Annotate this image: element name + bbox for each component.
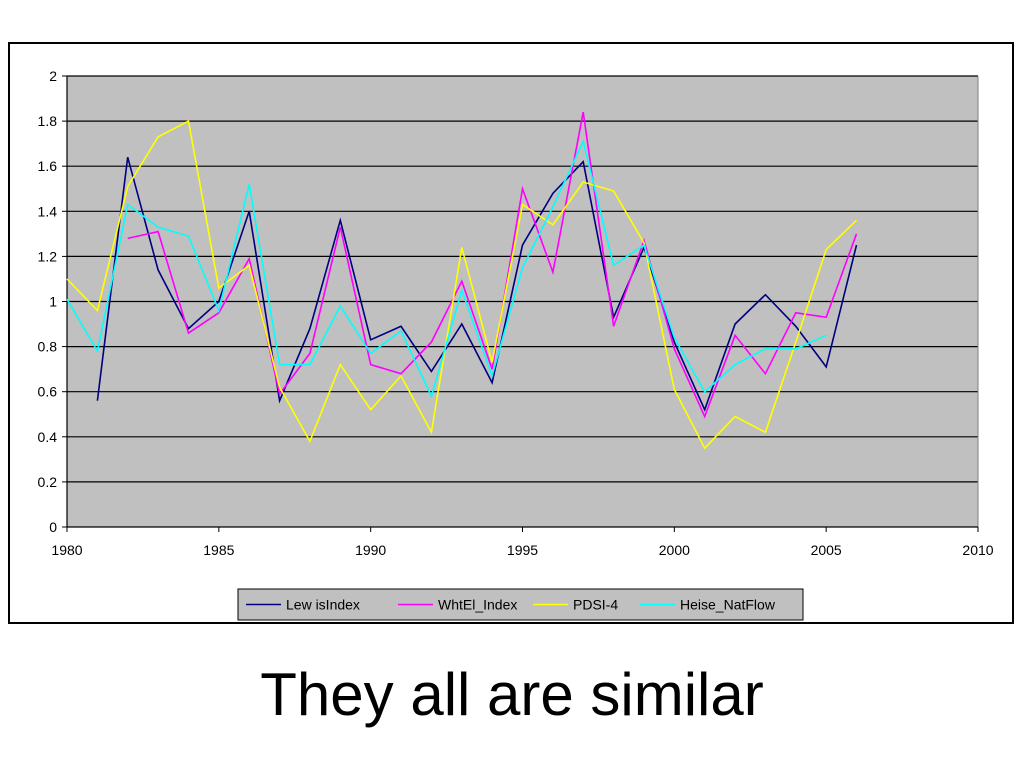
y-tick-label: 2 bbox=[49, 68, 57, 84]
y-tick-label: 1 bbox=[49, 294, 57, 310]
line-chart: 0 0.2 0.4 0.6 0.8 1 1.2 1.4 1.6 1.8 2 1980 1985 1990 1… bbox=[38, 68, 994, 621]
legend-box bbox=[237, 588, 804, 621]
series-line-pdsi-4 bbox=[66, 119, 858, 450]
axes: 0 0.2 0.4 0.6 0.8 1 1.2 1.4 1.6 1.8 2 1980 1985 1990 1… bbox=[38, 68, 994, 558]
y-tick-label: 0 bbox=[49, 519, 57, 535]
series-lines bbox=[66, 111, 858, 450]
legend-label: PDSI-4 bbox=[573, 597, 618, 613]
y-tick-label: 0.4 bbox=[38, 429, 58, 445]
legend-label: WhtEl_Index bbox=[438, 597, 517, 613]
x-tick-label: 1980 bbox=[51, 542, 82, 558]
x-tick-label: 2000 bbox=[659, 542, 690, 558]
legend-label: Lew isIndex bbox=[286, 597, 360, 613]
x-tick-label: 2005 bbox=[811, 542, 842, 558]
chart-frame: 0 0.2 0.4 0.6 0.8 1 1.2 1.4 1.6 1.8 2 1980 1985 1990 1… bbox=[8, 42, 1014, 624]
y-tick-label: 0.6 bbox=[38, 384, 58, 400]
y-tick-label: 1.8 bbox=[38, 113, 58, 129]
x-tick-label: 1990 bbox=[355, 542, 386, 558]
y-tick-label: 0.8 bbox=[38, 339, 58, 355]
legend-label: Heise_NatFlow bbox=[680, 597, 776, 613]
y-tick-label: 0.2 bbox=[38, 474, 58, 490]
series-line-whtel-index bbox=[127, 111, 858, 419]
y-tick-label: 1.2 bbox=[38, 248, 58, 264]
x-tick-label: 1995 bbox=[507, 542, 538, 558]
x-tick-label: 1985 bbox=[203, 542, 234, 558]
y-tick-label: 1.4 bbox=[38, 203, 58, 219]
x-tick-label: 2010 bbox=[962, 542, 993, 558]
slide-caption: They all are similar bbox=[260, 661, 764, 728]
series-line-heise-natflow bbox=[66, 138, 827, 399]
y-tick-label: 1.6 bbox=[38, 158, 58, 174]
legend: Lew isIndex WhtEl_Index PDSI-4 Heise_NatFlo… bbox=[237, 588, 804, 621]
